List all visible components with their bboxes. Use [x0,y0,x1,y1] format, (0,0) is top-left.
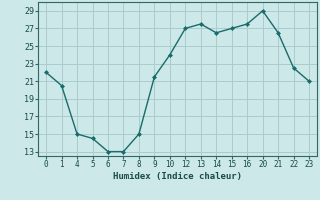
X-axis label: Humidex (Indice chaleur): Humidex (Indice chaleur) [113,172,242,181]
